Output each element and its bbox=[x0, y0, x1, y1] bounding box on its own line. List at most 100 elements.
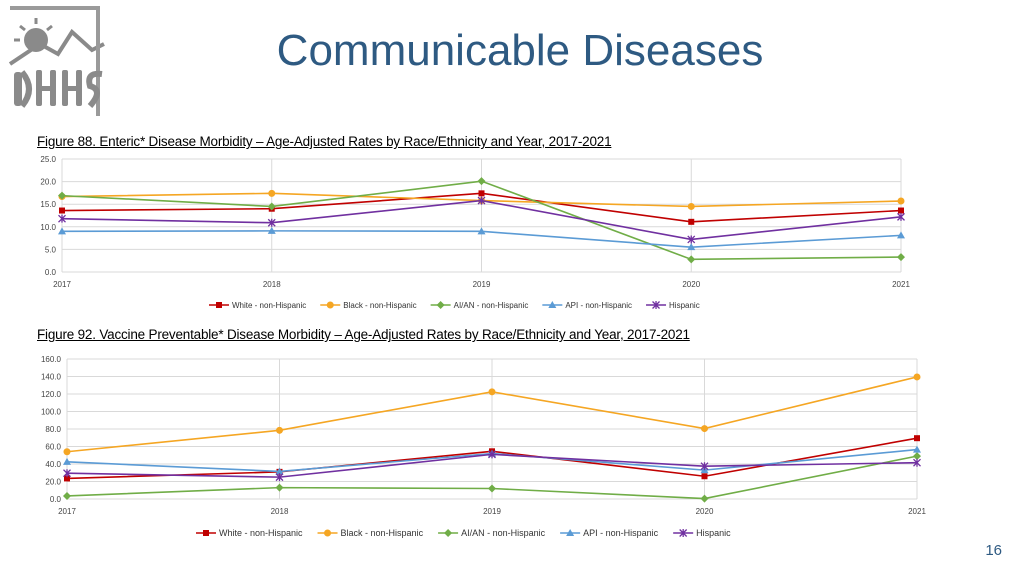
legend-label: AI/AN - non-Hispanic bbox=[461, 528, 546, 538]
data-point bbox=[478, 190, 485, 197]
x-tick-label: 2021 bbox=[892, 280, 910, 289]
data-point bbox=[275, 467, 284, 475]
data-point bbox=[488, 388, 496, 396]
data-point bbox=[700, 494, 709, 503]
legend-label: API - non-Hispanic bbox=[583, 528, 659, 538]
legend-marker bbox=[203, 530, 209, 536]
legend-marker bbox=[444, 529, 453, 537]
y-tick-label: 120.0 bbox=[41, 390, 62, 399]
data-point bbox=[897, 231, 905, 239]
data-point bbox=[267, 218, 276, 227]
data-point bbox=[63, 469, 71, 478]
legend-marker bbox=[326, 301, 334, 309]
series-4 bbox=[63, 450, 921, 482]
series-3 bbox=[58, 226, 905, 251]
data-point bbox=[58, 214, 66, 223]
data-point bbox=[897, 197, 905, 205]
data-point bbox=[477, 196, 486, 205]
data-point bbox=[63, 448, 71, 456]
data-point bbox=[58, 191, 66, 200]
y-tick-label: 140.0 bbox=[41, 373, 62, 382]
legend-label: White - non-Hispanic bbox=[232, 301, 306, 310]
x-tick-label: 2018 bbox=[271, 507, 289, 516]
y-tick-label: 20.0 bbox=[40, 178, 56, 187]
data-point bbox=[275, 473, 284, 482]
data-point bbox=[687, 255, 696, 264]
y-tick-label: 20.0 bbox=[45, 478, 61, 487]
data-point bbox=[687, 235, 696, 244]
y-tick-label: 60.0 bbox=[45, 443, 61, 452]
data-point bbox=[488, 450, 496, 459]
data-point bbox=[913, 452, 921, 461]
legend-marker bbox=[548, 301, 557, 308]
logo-letters-icon bbox=[14, 70, 103, 108]
legend-marker bbox=[679, 529, 688, 537]
dhhs-logo bbox=[8, 6, 105, 116]
data-point bbox=[687, 243, 696, 251]
legend-marker bbox=[216, 302, 222, 308]
figure-88-chart: 0.0 5.0 10.0 15.0 20.0 25.0 2017 2018 2019 2020 20… bbox=[40, 155, 910, 310]
page-title: Communicable Diseases bbox=[276, 26, 764, 75]
logo-mountains-icon bbox=[8, 28, 105, 66]
legend: White - non-Hispanic Black - non-Hispanic… bbox=[209, 301, 700, 310]
y-tick-label: 0.0 bbox=[45, 268, 57, 277]
y-tick-label: 80.0 bbox=[45, 425, 61, 434]
data-point bbox=[59, 207, 65, 214]
gridlines bbox=[66, 358, 918, 500]
y-tick-label: 0.0 bbox=[50, 495, 62, 504]
legend-marker bbox=[566, 529, 575, 536]
x-tick-label: 2018 bbox=[263, 280, 281, 289]
x-tick-label: 2020 bbox=[682, 280, 700, 289]
legend-marker bbox=[324, 529, 332, 537]
x-tick-label: 2021 bbox=[908, 507, 926, 516]
data-point bbox=[488, 484, 496, 493]
data-point bbox=[64, 475, 70, 482]
figure-92-chart: 0.0 20.0 40.0 60.0 80.0 100.0 120.0 140.0 160.0 2… bbox=[41, 355, 926, 538]
legend-label: API - non-Hispanic bbox=[565, 301, 632, 310]
data-point bbox=[268, 189, 276, 197]
legend-label: Hispanic bbox=[696, 528, 731, 538]
legend-marker bbox=[652, 301, 660, 309]
x-tick-label: 2019 bbox=[473, 280, 491, 289]
page-number: 16 bbox=[985, 542, 1002, 559]
figure-88-title: Figure 88. Enteric* Disease Morbidity – … bbox=[37, 134, 612, 149]
legend: White - non-Hispanic Black - non-Hispanic… bbox=[196, 528, 731, 538]
x-tick-label: 2017 bbox=[53, 280, 71, 289]
y-tick-label: 15.0 bbox=[40, 200, 56, 209]
y-tick-label: 40.0 bbox=[45, 460, 61, 469]
series-2 bbox=[58, 177, 905, 264]
legend-label: AI/AN - non-Hispanic bbox=[454, 301, 529, 310]
y-tick-label: 160.0 bbox=[41, 355, 62, 364]
data-point bbox=[63, 491, 71, 500]
y-tick-label: 25.0 bbox=[40, 155, 56, 164]
data-point bbox=[914, 435, 920, 442]
x-tick-label: 2020 bbox=[696, 507, 714, 516]
legend-label: Black - non-Hispanic bbox=[341, 528, 424, 538]
legend-marker bbox=[436, 301, 445, 309]
legend-label: Hispanic bbox=[669, 301, 700, 310]
data-point bbox=[700, 462, 709, 471]
series-2 bbox=[63, 452, 921, 503]
legend-label: White - non-Hispanic bbox=[219, 528, 303, 538]
data-point bbox=[275, 483, 284, 492]
data-point bbox=[688, 218, 695, 225]
data-point bbox=[701, 425, 708, 433]
data-point bbox=[58, 227, 66, 235]
data-point bbox=[897, 253, 905, 262]
y-tick-label: 10.0 bbox=[40, 223, 56, 232]
data-point bbox=[477, 177, 486, 186]
data-point bbox=[687, 202, 695, 210]
y-tick-label: 100.0 bbox=[41, 408, 62, 417]
series-1 bbox=[63, 373, 921, 456]
legend-label: Black - non-Hispanic bbox=[343, 301, 416, 310]
x-tick-label: 2017 bbox=[58, 507, 76, 516]
data-point bbox=[913, 458, 921, 467]
data-point bbox=[477, 227, 486, 235]
data-point bbox=[913, 373, 921, 381]
data-point bbox=[898, 207, 904, 214]
gridlines bbox=[61, 158, 902, 273]
data-point bbox=[63, 457, 71, 465]
data-point bbox=[267, 226, 276, 234]
figure-92-title: Figure 92. Vaccine Preventable* Disease … bbox=[37, 327, 690, 342]
y-tick-label: 5.0 bbox=[45, 245, 57, 254]
